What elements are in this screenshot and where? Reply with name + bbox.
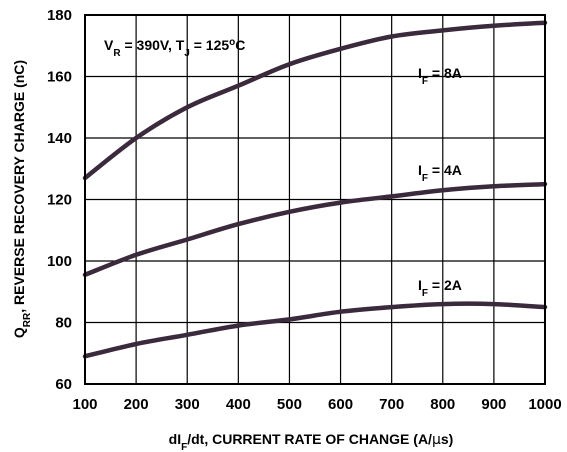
x-tick-500: 500 [277, 396, 302, 413]
x-tick-400: 400 [226, 396, 251, 413]
x-tick-700: 700 [379, 396, 404, 413]
label-2a-val: = 2A [428, 277, 462, 293]
x-tick-600: 600 [328, 396, 353, 413]
label-2a-i: I [418, 277, 422, 293]
conditions-temp: = 125 [190, 37, 230, 53]
x-tick-800: 800 [430, 396, 455, 413]
series-lines [82, 20, 548, 359]
label-4a-i: I [418, 162, 422, 178]
plot-frame [84, 14, 546, 385]
conditions-v: V [104, 37, 114, 53]
series-line-if-2a [82, 301, 548, 359]
label-4a-sub: F [422, 173, 428, 184]
x-tick-200: 200 [124, 396, 149, 413]
series-line-if-8a [82, 20, 548, 181]
y-tick-120: 120 [47, 192, 72, 209]
y-title-main: , REVERSE RECOVERY CHARGE (nC) [11, 60, 27, 313]
label-8a-val: = 8A [428, 65, 462, 81]
y-tick-140: 140 [47, 130, 72, 147]
series-label-if-2a: IF = 2A [418, 277, 462, 299]
x-title-di: dI [169, 431, 181, 447]
conditions-annotation: VR = 390V, TJ = 125oC [104, 37, 245, 59]
x-axis-title: dIF/dt, CURRENT RATE OF CHANGE (A/µs) [169, 431, 454, 452]
x-tick-900: 900 [481, 396, 506, 413]
grid-lines [84, 14, 546, 385]
conditions-degree: o [229, 37, 235, 48]
y-tick-100: 100 [47, 253, 72, 270]
x-title-main: /dt, CURRENT RATE OF CHANGE (A/ [187, 431, 432, 447]
label-8a-sub: F [422, 76, 428, 87]
x-title-sub: F [181, 442, 187, 452]
y-tick-180: 180 [47, 7, 72, 24]
y-tick-60: 60 [55, 376, 72, 393]
y-tick-160: 160 [47, 69, 72, 86]
y-title-sub: RR [22, 312, 33, 327]
conditions-mid: = 390V, T [121, 37, 185, 53]
x-title-end: s) [441, 431, 453, 447]
x-title-mu: µ [432, 432, 441, 448]
x-tick-300: 300 [175, 396, 200, 413]
y-axis-title: QRR, REVERSE RECOVERY CHARGE (nC) [11, 60, 33, 338]
series-label-if-4a: IF = 4A [418, 162, 462, 184]
label-4a-val: = 4A [428, 162, 462, 178]
conditions-t-sub: J [184, 48, 190, 59]
series-line-if-4a [82, 181, 548, 278]
x-tick-100: 100 [72, 396, 97, 413]
conditions-v-sub: R [113, 48, 121, 59]
x-tick-1000: 1000 [528, 396, 561, 413]
y-title-q: Q [11, 327, 27, 338]
y-tick-labels: 60 80 100 120 140 160 180 [47, 7, 72, 393]
label-2a-sub: F [422, 288, 428, 299]
y-tick-80: 80 [55, 315, 72, 332]
label-8a-i: I [418, 65, 422, 81]
series-label-if-8a: IF = 8A [418, 65, 462, 87]
x-tick-labels: 100 200 300 400 500 600 700 800 900 1000 [72, 396, 561, 413]
conditions-unit: C [235, 37, 245, 53]
